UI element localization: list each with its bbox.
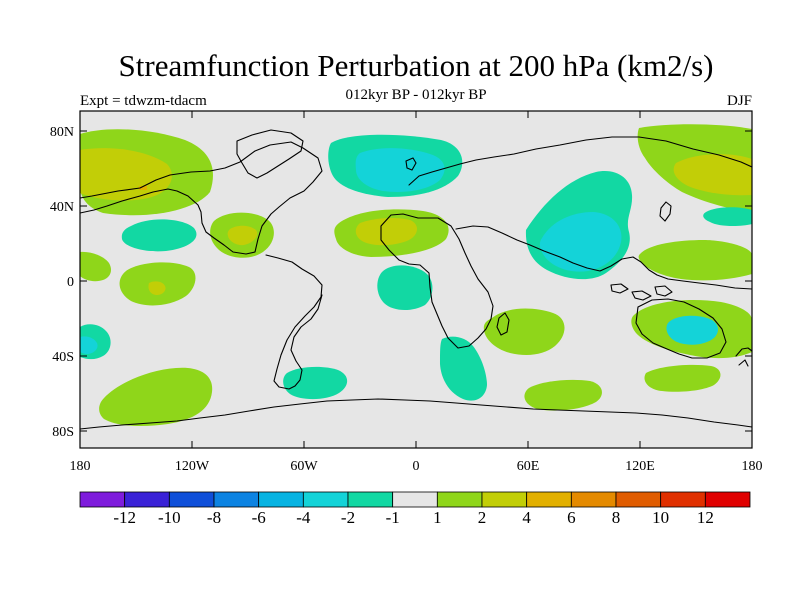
- contour-layer: [80, 124, 752, 427]
- colorbar-swatch: [436, 491, 483, 508]
- contour-patch-australia-core: [666, 315, 719, 345]
- coastline-eurasia-south: [455, 225, 752, 290]
- colorbar-swatch: [302, 491, 349, 508]
- colorbar-label: -12: [113, 508, 136, 527]
- colorbar-swatch: [213, 491, 260, 508]
- contour-patch-south-pacific: [99, 367, 213, 427]
- colorbar-label: -8: [207, 508, 221, 527]
- y-axis: 80N 40N 0 40S 80S: [50, 125, 752, 440]
- colorbar-label: -10: [158, 508, 181, 527]
- x-axis-label: 60E: [517, 459, 540, 474]
- contour-patch-s-africa: [440, 336, 487, 401]
- coastline-africa: [380, 213, 494, 349]
- coastline-south-america: [265, 254, 323, 390]
- season-label: DJF: [726, 93, 752, 109]
- colorbar-label: -2: [341, 508, 355, 527]
- contour-patch-central-atlantic-core: [355, 218, 418, 246]
- colorbar-swatch: [258, 491, 304, 508]
- x-axis-label: 0: [413, 459, 420, 474]
- chart-subtitle: 012kyr BP - 012kyr BP: [345, 87, 487, 103]
- x-axis: 180 120W 60W 0 60E 120E 180: [70, 111, 763, 474]
- colorbar-label: 2: [478, 508, 487, 527]
- colorbar-label: 1: [433, 508, 442, 527]
- coastline-britain: [405, 157, 417, 171]
- colorbar-swatch: [79, 491, 126, 508]
- colorbar: -12 -10 -8 -6 -4 -2 -1 1 2 4 6 8 10 12: [79, 491, 751, 527]
- coastline-layer: [80, 129, 752, 430]
- y-axis-label: 80N: [50, 125, 74, 140]
- chart-title: Streamfunction Perturbation at 200 hPa (…: [118, 48, 714, 83]
- contour-patch-east-pacific-small: [703, 207, 752, 227]
- colorbar-swatch: [570, 491, 617, 508]
- colorbar-label: -6: [252, 508, 266, 527]
- contour-patch-east-asia: [638, 240, 752, 281]
- contour-patch-southern-ocean: [524, 379, 602, 411]
- y-axis-label: 40S: [52, 350, 74, 365]
- coastline-indonesia: [610, 283, 673, 301]
- colorbar-label: 10: [652, 508, 669, 527]
- contour-patch-ne-core: [673, 154, 752, 196]
- colorbar-swatch: [615, 491, 662, 508]
- x-axis-label: 180: [742, 459, 763, 474]
- colorbar-label: 12: [697, 508, 714, 527]
- contour-patch-southern-east: [644, 364, 721, 392]
- coastline-australia: [635, 298, 727, 359]
- contour-patch-west-midlat: [121, 219, 197, 252]
- x-axis-label: 120W: [175, 459, 210, 474]
- coastline-greenland: [236, 129, 304, 179]
- colorbar-label: 6: [567, 508, 576, 527]
- colorbar-swatch: [660, 491, 706, 508]
- colorbar-swatch: [481, 491, 528, 508]
- coastline-new-zealand: [735, 347, 752, 367]
- contour-patch-south-indian: [483, 308, 565, 355]
- contour-patch-east-pacific-south-core: [80, 336, 98, 354]
- colorbar-swatch: [168, 491, 215, 508]
- contour-patch-gulf-core: [227, 225, 258, 246]
- colorbar-label: 4: [522, 508, 531, 527]
- coastline-japan: [659, 201, 672, 222]
- coastline-madagascar: [496, 312, 510, 336]
- colorbar-swatch: [704, 491, 751, 508]
- contour-patch-west-equator: [80, 251, 111, 282]
- x-axis-label: 60W: [290, 459, 318, 474]
- coastline-north-america: [80, 141, 323, 255]
- y-axis-label: 0: [67, 275, 74, 290]
- colorbar-label: -4: [296, 508, 311, 527]
- colorbar-swatch: [347, 491, 394, 508]
- coastline-europe-asia: [408, 136, 752, 186]
- contour-patch-nw-pacific-strong: [80, 148, 172, 201]
- contour-patch-west-equator-core: [148, 281, 166, 295]
- x-axis-label: 120E: [625, 459, 655, 474]
- colorbar-label: 8: [612, 508, 621, 527]
- colorbar-swatch: [124, 491, 170, 508]
- y-axis-label: 80S: [52, 425, 74, 440]
- colorbar-label: -1: [386, 508, 400, 527]
- y-axis-label: 40N: [50, 200, 74, 215]
- coastline-antarctica: [80, 398, 752, 430]
- experiment-label: Expt = tdwzm-tdacm: [80, 93, 207, 109]
- colorbar-swatch: [392, 491, 438, 508]
- contour-patch-south-atlantic-north: [377, 265, 433, 311]
- contour-patch-south-atlantic-small: [283, 366, 348, 400]
- colorbar-swatch: [526, 491, 572, 508]
- contour-patch-n-atlantic-core: [355, 148, 445, 192]
- x-axis-label: 180: [70, 459, 91, 474]
